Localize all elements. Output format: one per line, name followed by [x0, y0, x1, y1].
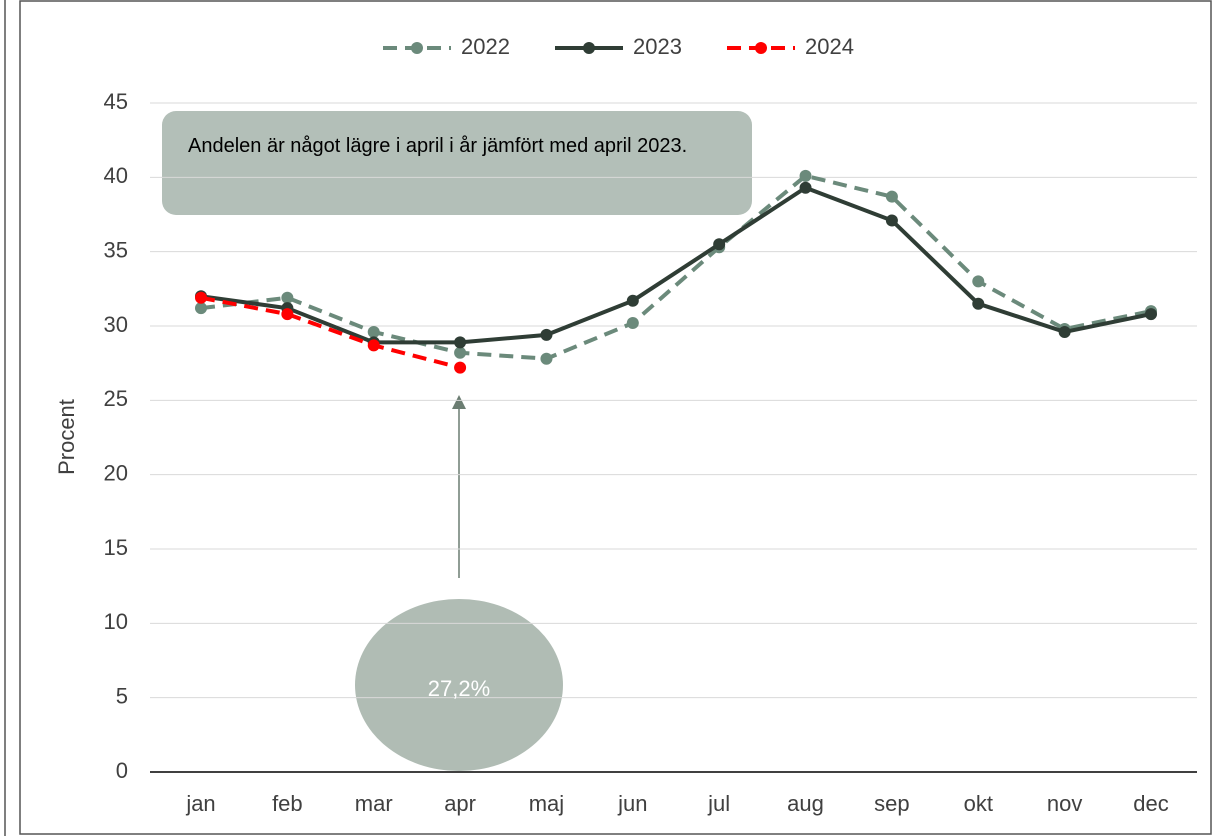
point	[1145, 308, 1157, 321]
point	[367, 325, 380, 338]
x-tick-label: sep	[874, 791, 909, 816]
point	[195, 302, 207, 315]
y-tick-label: 30	[104, 312, 128, 337]
x-tick-label: dec	[1133, 791, 1168, 816]
x-tick-label: aug	[787, 791, 824, 816]
point	[454, 336, 467, 349]
point	[713, 238, 726, 251]
point	[799, 169, 812, 182]
x-tick-label: mar	[355, 791, 393, 816]
y-tick-label: 25	[104, 386, 128, 411]
legend-marker	[583, 42, 595, 54]
annotation: Andelen är något lägre i april i år jämf…	[188, 135, 688, 157]
point	[885, 214, 898, 227]
point	[195, 291, 207, 304]
y-axis-label: Procent	[54, 399, 79, 475]
x-tick-label: apr	[444, 791, 476, 816]
point	[799, 181, 812, 194]
point	[367, 339, 380, 352]
point	[454, 361, 467, 374]
x-tick-label: jan	[185, 791, 215, 816]
point	[281, 308, 294, 321]
y-tick-label: 40	[104, 163, 128, 188]
y-tick-label: 10	[104, 609, 128, 634]
point	[972, 297, 985, 310]
series-line	[200, 173, 1152, 361]
legend-marker	[411, 42, 423, 54]
arrow-head	[452, 395, 466, 409]
point	[540, 328, 553, 341]
point	[972, 275, 985, 288]
x-tick-label: jul	[707, 791, 730, 816]
x-tick-label: feb	[272, 791, 303, 816]
point	[281, 291, 294, 304]
series-line	[200, 185, 1152, 345]
frame	[19, 0, 1212, 835]
y-tick-label: 45	[104, 89, 128, 114]
point	[1058, 325, 1071, 338]
legend-marker	[755, 42, 767, 54]
point	[454, 346, 467, 359]
x-tick-label: okt	[964, 791, 993, 816]
y-tick-label: 35	[104, 237, 128, 262]
y-tick-label: 15	[104, 535, 128, 560]
legend-label: 2024	[805, 34, 854, 59]
point	[885, 190, 898, 203]
point	[626, 294, 639, 307]
y-tick-label: 5	[116, 683, 128, 708]
x-tick-label: nov	[1047, 791, 1082, 816]
legend-label: 2022	[461, 34, 510, 59]
y-tick-label: 0	[116, 758, 128, 783]
x-tick-label: jun	[617, 791, 647, 816]
point	[626, 317, 639, 330]
value-label: 27,2%	[428, 676, 490, 701]
y-tick-label: 20	[104, 460, 128, 485]
x-tick-label: maj	[529, 791, 564, 816]
callout-box	[162, 111, 752, 215]
point	[540, 352, 553, 365]
series-line	[200, 295, 461, 370]
callout-ellipse	[355, 599, 563, 771]
legend-label: 2023	[633, 34, 682, 59]
